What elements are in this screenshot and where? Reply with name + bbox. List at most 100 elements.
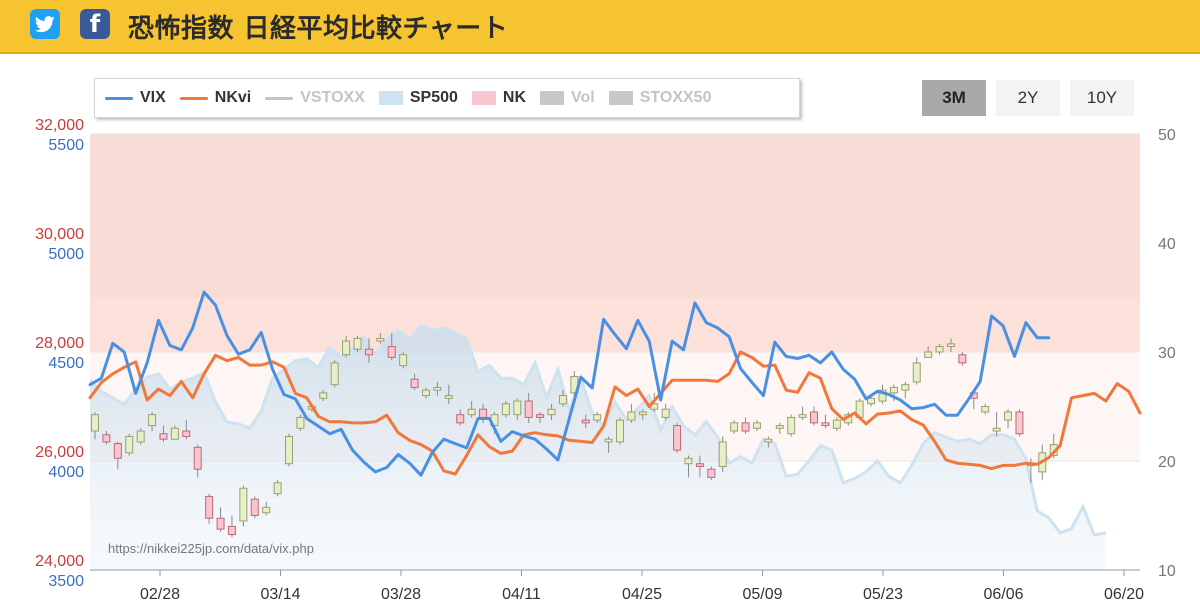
nk-candle-81 [1015,409,1024,437]
nk-candle-64 [821,414,830,429]
nk-candle-2 [113,441,122,470]
nk-candle-25 [376,332,385,344]
nk-axis-label-4: 32,000 [35,117,84,134]
legend-swatch [608,91,633,105]
x-tick-label-1: 03/14 [260,586,300,603]
legend-label: VIX [140,89,166,106]
nk-candle-57 [741,417,750,434]
nk-candle-1 [102,431,111,445]
nk-candle-75 [946,338,955,352]
title-bar: f 恐怖指数 日経平均比較チャート [0,0,1200,54]
nk-candle-54 [707,466,716,481]
nk-candle-33 [467,401,476,418]
legend-swatch [105,96,133,100]
nk-candle-12 [227,515,236,538]
nk-candle-76 [958,352,967,366]
nk-candle-21 [330,360,339,388]
x-tick-label-7: 06/06 [983,586,1023,603]
nk-candle-20 [319,390,328,402]
sp500-axis-label-1: 4000 [48,464,84,481]
series-vix [88,290,1051,477]
watermark-url: https://nikkei225jp.com/data/vix.php [108,541,314,556]
nk-candle-55 [718,436,727,472]
facebook-icon: f [89,10,101,38]
legend-item-vix[interactable]: VIX [105,89,166,107]
nk-candle-37 [513,398,522,421]
page-title: 恐怖指数 日経平均比較チャート [128,14,509,44]
nk-candle-39 [536,411,545,423]
vix-axis-label-4: 50 [1158,127,1176,144]
twitter-share-button[interactable] [30,9,60,39]
vix-axis-label-2: 30 [1158,345,1176,362]
nk-candle-40 [547,403,556,421]
nk-candle-16 [273,480,282,497]
x-tick-label-6: 05/23 [863,586,903,603]
nk-candle-24 [364,338,373,363]
vix-axis-label-0: 10 [1158,563,1176,580]
nk-candle-62 [798,406,807,421]
range-button-10y[interactable]: 10Y [1070,80,1134,116]
nkvi-line [88,350,1142,476]
legend-item-nkvi[interactable]: NKvi [179,89,252,107]
sp500-axis-label-3: 5000 [48,246,84,263]
nk-candle-60 [775,422,784,434]
nk-axis-label-1: 26,000 [35,444,84,461]
range-button-2y[interactable]: 2Y [996,80,1060,116]
nk-candle-72 [912,357,921,385]
nk-candle-79 [992,411,1001,437]
nk-candle-46 [616,417,624,445]
legend-item-vol[interactable]: Vol [540,89,595,107]
sp500-area [90,325,1106,570]
legend-label: VSTOXX [300,89,365,106]
vix-axis-label-3: 40 [1158,236,1176,253]
nk-candle-13 [239,485,248,527]
nk-candle-52 [684,455,693,478]
legend-label: NKvi [214,89,252,106]
nk-candle-59 [764,436,773,448]
nk-candle-48 [638,409,647,421]
legend-item-vstoxx[interactable]: VSTOXX [265,89,365,107]
nk-candle-45 [604,436,613,453]
x-tick-label-4: 04/25 [622,586,662,603]
nk-candle-29 [421,387,430,399]
nk-candle-9 [193,444,202,478]
nk-candle-18 [296,414,305,432]
nk-candle-23 [353,335,362,352]
nk-candle-73 [924,346,933,358]
facebook-share-button[interactable]: f [80,9,110,39]
nk-candle-8 [182,420,191,440]
nk-candle-31 [444,384,453,404]
legend-label: NK [502,89,527,106]
legend-item-sp500[interactable]: SP500 [378,89,458,107]
legend-label: Vol [571,89,595,106]
nk-axis-label-0: 24,000 [35,553,84,570]
nk-candle-14 [250,496,259,519]
nk-candle-7 [170,425,179,440]
nk-candle-61 [787,414,796,437]
axes: 02/28 03/14 03/28 04/11 04/25 05/09 05/23 06/06… [35,117,1176,603]
legend-swatch [265,96,294,100]
nk-candle-43 [581,414,590,429]
legend-swatch [471,91,496,105]
nk-candle-22 [342,335,351,358]
legend-swatch [179,96,208,100]
legend-item-stoxx50[interactable]: STOXX50 [608,89,711,107]
nk-candle-47 [627,403,636,423]
nk-candle-17 [285,433,294,467]
x-tick-label-5: 05/09 [742,586,782,603]
nk-candle-41 [558,390,567,407]
legend-item-nk[interactable]: NK [471,89,527,107]
nk-candle-27 [399,352,408,369]
series-nkvi [88,350,1142,476]
nk-candle-51 [673,422,682,453]
range-button-3m[interactable]: 3M [922,80,986,116]
legend-swatch [378,91,403,105]
nk-candle-38 [524,392,533,423]
twitter-bird-icon [35,15,55,32]
nk-candle-56 [730,420,739,434]
vix-band-1 [90,297,1140,352]
nk-candle-58 [752,420,761,432]
nk-candle-69 [878,384,887,404]
nk-candle-44 [593,411,602,423]
